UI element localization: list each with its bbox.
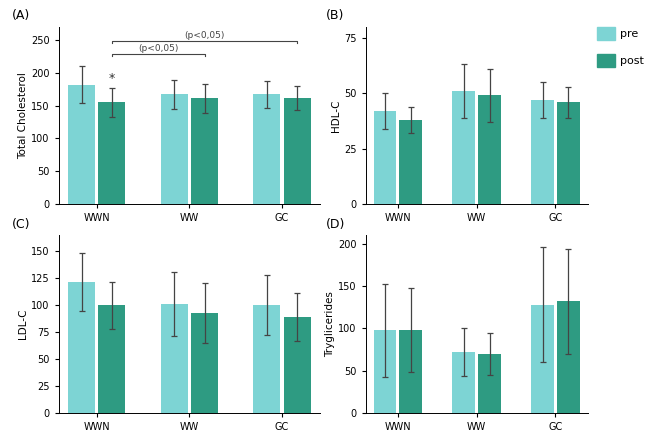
Bar: [400, 120, 422, 204]
Bar: [453, 91, 475, 204]
Text: (A): (A): [12, 9, 30, 22]
Bar: [374, 330, 396, 413]
Bar: [253, 95, 280, 204]
Bar: [531, 305, 554, 413]
Text: (C): (C): [12, 218, 30, 230]
Text: (D): (D): [326, 218, 345, 230]
Bar: [191, 313, 218, 413]
Bar: [557, 301, 580, 413]
Text: *: *: [109, 72, 115, 85]
Legend: pre, post: pre, post: [594, 24, 647, 71]
Text: (p<0,05): (p<0,05): [184, 31, 225, 40]
Bar: [531, 100, 554, 204]
Bar: [284, 98, 311, 204]
Bar: [68, 84, 95, 204]
Bar: [400, 330, 422, 413]
Bar: [478, 95, 501, 204]
Bar: [68, 281, 95, 413]
Text: (B): (B): [326, 9, 344, 22]
Bar: [557, 102, 580, 204]
Bar: [478, 354, 501, 413]
Y-axis label: Total Cholesterol: Total Cholesterol: [18, 72, 28, 159]
Bar: [374, 111, 396, 204]
Bar: [191, 98, 218, 204]
Bar: [99, 102, 125, 204]
Bar: [453, 352, 475, 413]
Bar: [161, 95, 187, 204]
Y-axis label: Tryglicerides: Tryglicerides: [325, 291, 336, 357]
Y-axis label: HDL-C: HDL-C: [331, 99, 342, 132]
Text: (p<0,05): (p<0,05): [138, 44, 178, 53]
Bar: [161, 304, 187, 413]
Y-axis label: LDL-C: LDL-C: [18, 309, 28, 339]
Bar: [99, 305, 125, 413]
Bar: [253, 305, 280, 413]
Bar: [284, 317, 311, 413]
